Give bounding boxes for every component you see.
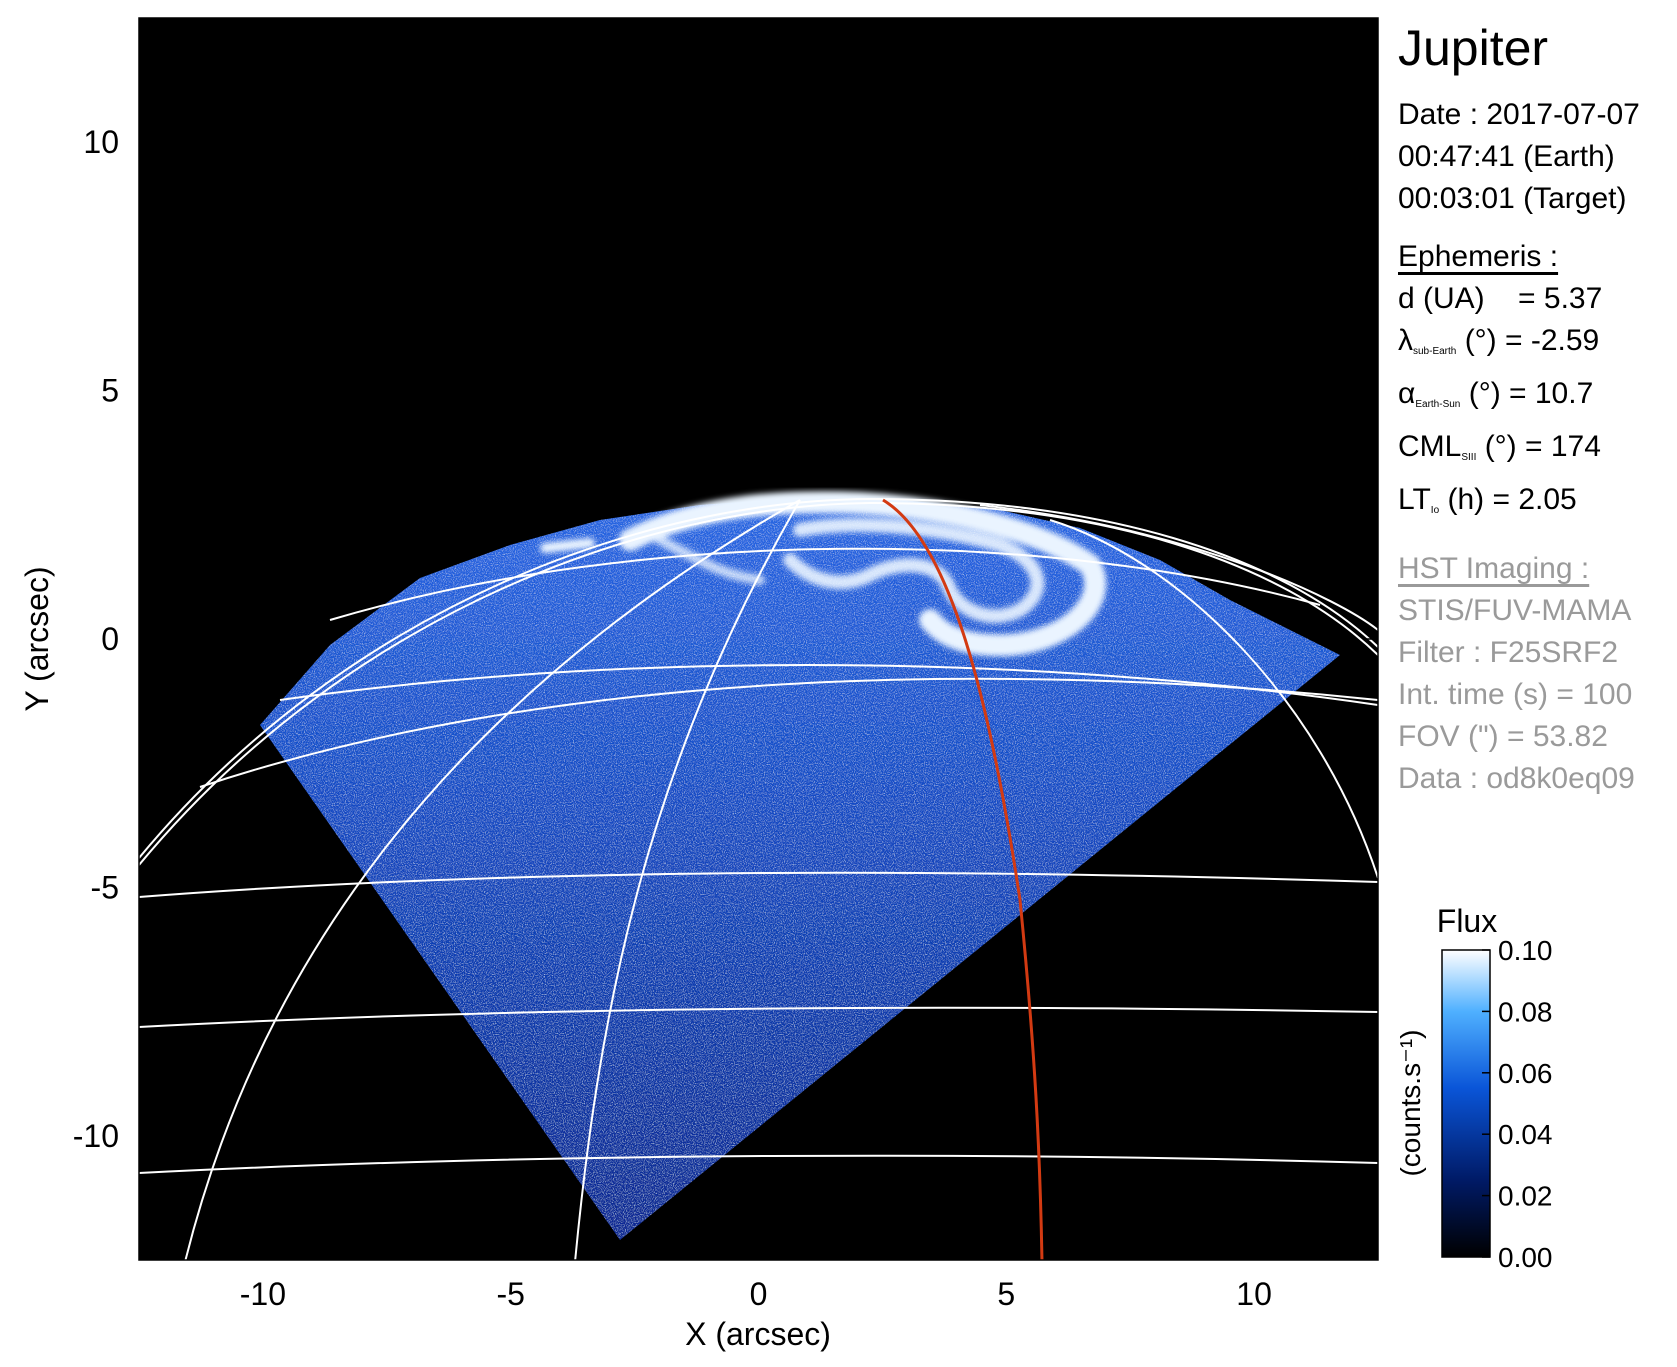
x-tick-label: 10 xyxy=(1236,1276,1272,1312)
colorbar-unit-label: (counts.s⁻¹) xyxy=(1395,1029,1426,1176)
ephemeris-line: αEarth-Sun (°) = 10.7 xyxy=(1398,373,1677,426)
colorbar-tick-label: 0.04 xyxy=(1498,1119,1553,1150)
colorbar-tick-label: 0.00 xyxy=(1498,1242,1553,1273)
colorbar-tick-label: 0.02 xyxy=(1498,1181,1553,1212)
ephemeris-line: λsub-Earth (°) = -2.59 xyxy=(1398,320,1677,373)
ephemeris-subscript: SIII xyxy=(1461,452,1477,463)
ephemeris-value: (h) = 2.05 xyxy=(1439,483,1577,516)
ephemeris-value: (°) = -2.59 xyxy=(1456,324,1600,357)
ephemeris-symbol: α xyxy=(1398,377,1416,410)
auroral-oval xyxy=(540,491,1107,657)
colorbar-title: Flux xyxy=(1437,903,1497,939)
ephemeris-list: d (UA) = 5.37 λsub-Earth (°) = -2.59 αEart… xyxy=(1398,278,1677,532)
ephemeris-value: = 5.37 xyxy=(1484,282,1603,315)
imaging-line: STIS/FUV-MAMA xyxy=(1398,594,1632,627)
y-axis-label: Y (arcsec) xyxy=(19,566,55,711)
y-tick-label: 0 xyxy=(101,621,119,657)
ephemeris-symbol: λ xyxy=(1398,324,1413,357)
x-tick-label: -10 xyxy=(240,1276,286,1312)
image-layer xyxy=(139,491,1378,1260)
x-axis: -10 -5 0 5 10 xyxy=(240,18,1272,1312)
colorbar-tick-label: 0.10 xyxy=(1498,935,1553,966)
date-line: Date : 2017-07-07 xyxy=(1398,98,1640,131)
imaging-line: Data : od8k0eq09 xyxy=(1398,762,1635,795)
planet-grid xyxy=(139,497,1378,1260)
y-tick-label: -10 xyxy=(73,1118,119,1154)
imaging-heading: HST Imaging : xyxy=(1398,552,1590,585)
imaging-line: Filter : F25SRF2 xyxy=(1398,636,1619,669)
info-panel: Jupiter Date : 2017-07-07 00:47:41 (Eart… xyxy=(1398,18,1677,800)
y-tick-label: 5 xyxy=(101,373,119,409)
colorbar-tick-label: 0.08 xyxy=(1498,996,1553,1027)
colorbar-ticks: 0.00 0.02 0.04 0.06 0.08 0.10 xyxy=(1482,935,1553,1273)
ephemeris-symbol: CML xyxy=(1398,430,1462,463)
ephemeris-subscript: Io xyxy=(1430,505,1440,516)
y-axis: 10 5 0 -5 -10 xyxy=(73,124,1378,1154)
target-time-line: 00:03:01 (Target) xyxy=(1398,182,1627,215)
target-name: Jupiter xyxy=(1398,20,1549,76)
ephemeris-symbol: d (UA) xyxy=(1398,282,1485,315)
x-tick-label: 5 xyxy=(997,1276,1015,1312)
x-tick-label: 0 xyxy=(750,1276,768,1312)
x-tick-label: -5 xyxy=(496,1276,524,1312)
ephemeris-line: d (UA) = 5.37 xyxy=(1398,278,1677,320)
emission-region xyxy=(260,498,1340,1240)
ephemeris-subscript: Earth-Sun xyxy=(1415,399,1461,410)
ephemeris-heading: Ephemeris : xyxy=(1398,240,1559,273)
y-tick-label: 10 xyxy=(83,124,119,160)
earth-time-line: 00:47:41 (Earth) xyxy=(1398,140,1615,173)
x-axis-label: X (arcsec) xyxy=(685,1316,831,1352)
colorbar xyxy=(1441,949,1491,1258)
y-tick-label: -5 xyxy=(91,869,119,905)
ephemeris-symbol: LT xyxy=(1398,483,1431,516)
imaging-line: Int. time (s) = 100 xyxy=(1398,678,1633,711)
imaging-line: FOV (") = 53.82 xyxy=(1398,720,1608,753)
colorbar-tick-label: 0.06 xyxy=(1498,1058,1553,1089)
footprint-curve xyxy=(882,498,1044,1260)
ephemeris-value: (°) = 174 xyxy=(1476,430,1601,463)
imaging-list: STIS/FUV-MAMA Filter : F25SRF2 Int. time (… xyxy=(1398,590,1677,800)
ephemeris-line: CMLSIII (°) = 174 xyxy=(1398,426,1677,479)
ephemeris-subscript: sub-Earth xyxy=(1413,346,1457,357)
ephemeris-value: (°) = 10.7 xyxy=(1460,377,1594,410)
ephemeris-line: LTIo (h) = 2.05 xyxy=(1398,479,1677,532)
